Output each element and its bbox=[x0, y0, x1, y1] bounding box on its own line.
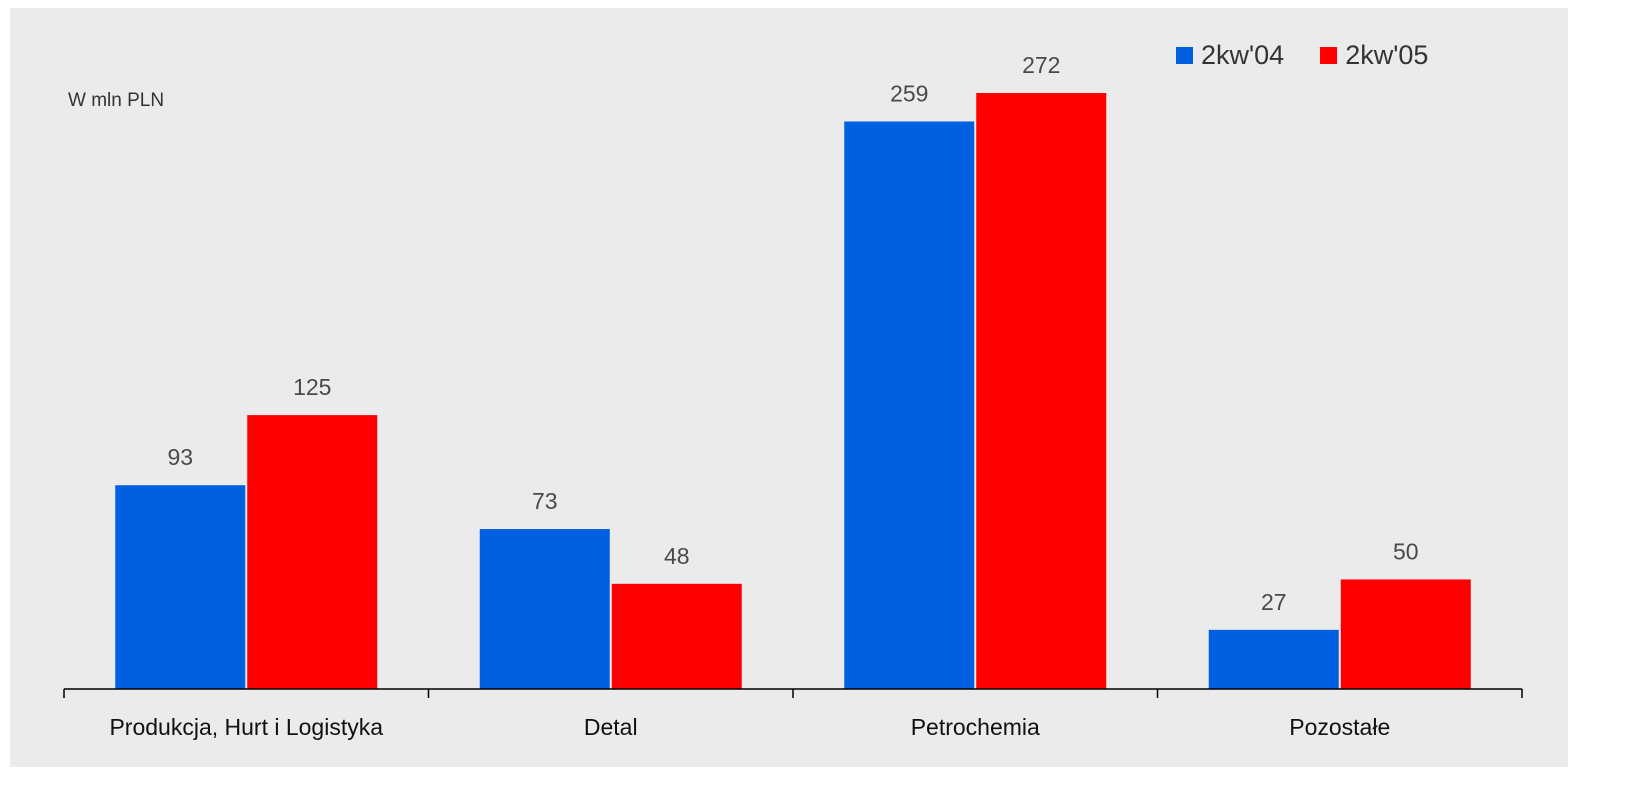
category-label-2: Detal bbox=[584, 714, 638, 740]
bar-2-3 bbox=[976, 93, 1107, 689]
legend: 2kw'04 2kw'05 bbox=[1176, 40, 1464, 71]
legend-swatch-series-1 bbox=[1176, 47, 1193, 64]
data-label-1-1: 93 bbox=[167, 444, 193, 470]
bar-2-1 bbox=[247, 415, 378, 689]
data-label-2-2: 48 bbox=[664, 543, 690, 569]
bar-2-2 bbox=[611, 583, 742, 689]
data-label-1-4: 27 bbox=[1261, 589, 1287, 615]
legend-label-series-1: 2kw'04 bbox=[1201, 40, 1285, 70]
bar-1-3 bbox=[844, 121, 975, 689]
category-label-4: Pozostałe bbox=[1289, 714, 1390, 740]
data-label-2-3: 272 bbox=[1022, 52, 1060, 78]
category-label-1: Produkcja, Hurt i Logistyka bbox=[109, 714, 383, 740]
y-unit-label: W mln PLN bbox=[68, 90, 165, 111]
data-label-1-3: 259 bbox=[890, 80, 928, 106]
data-label-1-2: 73 bbox=[532, 488, 558, 514]
data-label-2-1: 125 bbox=[293, 374, 331, 400]
legend-swatch-series-2 bbox=[1320, 47, 1338, 64]
bar-1-1 bbox=[115, 485, 246, 689]
bar-1-4 bbox=[1208, 629, 1339, 689]
bar-2-4 bbox=[1340, 579, 1471, 689]
bar-1-2 bbox=[479, 529, 610, 689]
legend-item-series-1: 2kw'04 bbox=[1176, 40, 1284, 71]
legend-label-series-2: 2kw'05 bbox=[1345, 40, 1429, 70]
legend-item-series-2: 2kw'05 bbox=[1320, 40, 1428, 71]
data-label-2-4: 50 bbox=[1393, 538, 1419, 564]
category-label-3: Petrochemia bbox=[911, 714, 1040, 740]
